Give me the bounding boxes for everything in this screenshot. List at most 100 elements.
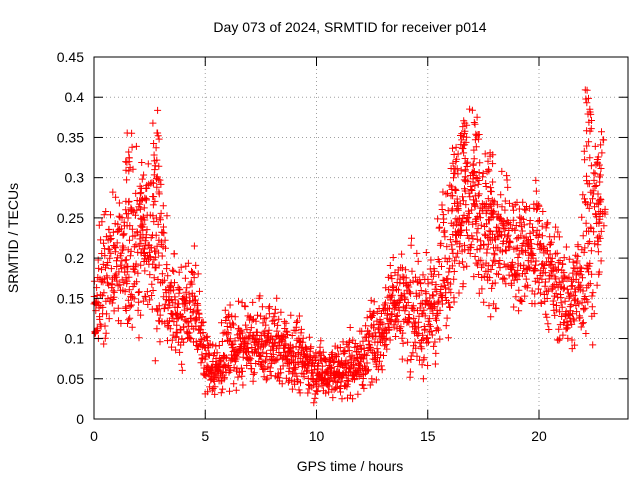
data-point <box>284 331 291 339</box>
data-point <box>596 178 604 186</box>
data-point <box>160 223 167 231</box>
data-point <box>166 325 174 333</box>
data-point <box>217 389 225 397</box>
data-point <box>598 128 605 136</box>
data-point <box>204 388 212 396</box>
data-point <box>536 217 543 224</box>
data-point <box>239 381 247 389</box>
data-point <box>336 344 344 351</box>
data-point <box>413 352 421 360</box>
data-point <box>180 338 188 346</box>
data-point <box>580 147 588 155</box>
data-point <box>538 260 546 268</box>
data-point <box>482 209 490 217</box>
data-point <box>395 286 402 294</box>
data-point <box>386 262 394 269</box>
data-point <box>152 253 160 261</box>
data-point <box>419 331 427 339</box>
data-point <box>542 278 549 286</box>
y-tick-label: 0.2 <box>65 250 85 266</box>
y-tick-label: 0.15 <box>57 290 84 306</box>
data-point <box>175 268 183 276</box>
data-point <box>149 287 157 294</box>
data-point <box>471 202 479 210</box>
data-point <box>429 292 437 300</box>
data-point <box>129 293 137 301</box>
data-point <box>498 248 506 256</box>
x-axis-label: GPS time / hours <box>297 458 404 474</box>
data-point <box>521 292 529 300</box>
data-point <box>218 319 225 327</box>
data-point <box>231 313 239 321</box>
data-point <box>437 239 445 247</box>
data-point <box>597 227 605 235</box>
data-point <box>424 362 432 369</box>
data-point <box>583 172 590 180</box>
data-point <box>178 335 186 343</box>
data-point <box>274 321 282 329</box>
data-point <box>585 204 593 212</box>
data-point <box>474 225 482 233</box>
data-point <box>300 373 308 381</box>
data-point <box>113 277 121 285</box>
data-point <box>580 248 588 256</box>
data-point <box>483 245 491 253</box>
data-point <box>356 361 363 369</box>
data-point <box>388 293 395 301</box>
data-point <box>370 309 378 317</box>
data-point <box>466 250 474 257</box>
data-point <box>150 140 158 147</box>
data-point <box>235 297 242 305</box>
data-point <box>583 127 591 135</box>
data-point <box>480 298 488 306</box>
data-point <box>588 117 595 124</box>
data-point <box>563 285 571 293</box>
data-point <box>168 336 176 344</box>
data-point <box>322 389 330 397</box>
data-point <box>355 372 363 380</box>
data-point <box>95 221 103 229</box>
data-point <box>578 213 586 221</box>
data-point <box>154 220 162 228</box>
data-point <box>109 228 117 236</box>
data-point <box>153 156 161 164</box>
data-point <box>584 180 592 188</box>
data-point <box>452 186 460 194</box>
data-point <box>404 299 412 306</box>
data-point <box>572 302 580 309</box>
data-point <box>219 385 227 393</box>
data-point <box>137 311 145 319</box>
data-point <box>272 356 280 364</box>
data-point <box>414 257 422 265</box>
data-point <box>389 254 397 261</box>
data-point <box>387 272 395 280</box>
data-point <box>135 288 143 296</box>
data-point <box>280 333 288 341</box>
data-point <box>169 266 177 274</box>
data-point <box>475 271 483 278</box>
data-point <box>178 366 186 374</box>
data-point <box>398 355 406 363</box>
data-point <box>596 234 604 242</box>
data-point <box>412 344 420 352</box>
data-point <box>102 329 110 337</box>
data-point <box>295 386 303 394</box>
data-point <box>579 287 587 295</box>
data-point <box>141 237 149 245</box>
x-tick-label: 5 <box>201 428 209 444</box>
data-point <box>219 329 227 337</box>
data-point <box>538 275 546 283</box>
data-point <box>117 225 125 233</box>
data-point <box>460 263 468 271</box>
data-point <box>114 282 122 290</box>
data-point <box>494 224 502 232</box>
data-point <box>487 207 495 214</box>
data-point <box>380 306 388 314</box>
data-point <box>421 312 429 320</box>
data-point <box>193 342 201 349</box>
data-point <box>253 328 261 336</box>
data-point <box>490 244 497 252</box>
data-point <box>307 343 315 351</box>
data-point <box>504 233 511 241</box>
data-point <box>595 196 603 204</box>
